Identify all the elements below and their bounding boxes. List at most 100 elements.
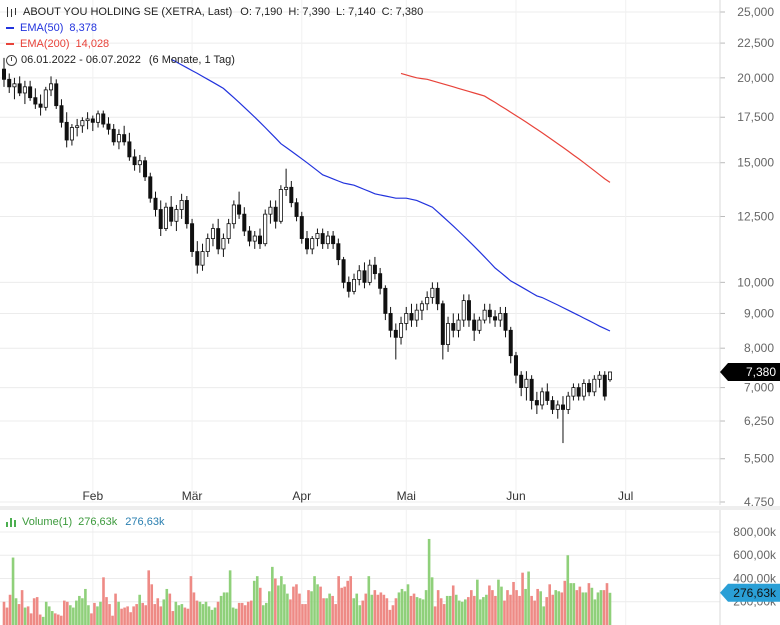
ohlc-close-label: C: <box>381 6 393 18</box>
ohlc-low-value: 7,140 <box>348 6 376 18</box>
candle-body <box>54 83 59 107</box>
volume-bar <box>117 601 120 625</box>
candle-body <box>210 228 215 239</box>
volume-bar <box>460 601 464 625</box>
volume-bar <box>2 601 6 625</box>
candle-body <box>169 206 174 222</box>
candle-body <box>163 206 168 229</box>
candle-body <box>237 204 242 215</box>
volume-bar <box>304 604 307 625</box>
volume-bar <box>222 592 226 625</box>
candle-body <box>101 113 106 125</box>
volume-bar <box>44 601 48 625</box>
candle <box>362 262 367 289</box>
candle <box>111 124 116 146</box>
candle <box>90 115 95 132</box>
volume-bar <box>539 591 542 625</box>
candle <box>174 204 179 232</box>
volume-bar <box>56 614 60 625</box>
candle-body <box>106 123 111 130</box>
volume-bar <box>334 604 337 625</box>
candle-body <box>466 300 471 321</box>
candle-body <box>336 243 341 261</box>
candle-body <box>587 383 592 393</box>
candle-body <box>221 238 226 250</box>
volume-bar <box>394 598 398 625</box>
price-tick-label: 20,000 <box>737 71 774 85</box>
clock-icon <box>6 54 17 66</box>
volume-bar <box>554 590 558 625</box>
candle <box>299 211 304 244</box>
month-tick-label: Mär <box>182 489 203 503</box>
candle-body <box>461 300 466 321</box>
volume-bar <box>32 598 36 625</box>
candle <box>513 351 518 384</box>
volume-bar <box>509 594 512 625</box>
candle-body <box>96 113 101 123</box>
volume-bar <box>328 593 331 625</box>
candle <box>226 218 231 244</box>
candle-body <box>49 83 54 91</box>
volume-bar <box>78 595 81 625</box>
volume-bar <box>488 585 491 625</box>
volume-bar <box>325 598 328 625</box>
candle <box>184 195 189 229</box>
candle <box>54 79 59 109</box>
volume-bar <box>41 616 45 625</box>
price-grid <box>0 0 720 625</box>
volume-bar <box>298 593 301 625</box>
ohlc-open-label: O: <box>240 6 252 18</box>
candle <box>602 371 607 401</box>
pane-separator[interactable] <box>0 506 780 510</box>
ema50-line <box>170 58 611 332</box>
candle-body <box>540 391 545 406</box>
candle <box>22 80 27 105</box>
candle-body <box>576 387 581 397</box>
volume-bar <box>277 585 280 625</box>
legend-ema200[interactable]: EMA(200) 14,028 <box>6 38 109 50</box>
volume-bar <box>186 608 190 625</box>
candle-body <box>393 329 398 338</box>
candle-body <box>278 189 283 222</box>
month-tick-label: Jul <box>618 489 633 503</box>
candle-body <box>482 309 487 321</box>
candle <box>357 265 362 286</box>
price-tick-label: 4,750 <box>744 495 774 509</box>
volume-bar <box>201 604 205 625</box>
candle-body <box>299 216 304 239</box>
candle <box>75 118 80 137</box>
volume-bar <box>156 598 160 625</box>
candle <box>487 303 492 324</box>
ema200-line <box>400 72 611 183</box>
candle-body <box>2 68 7 80</box>
candle-body <box>566 395 571 410</box>
legend-ema50[interactable]: EMA(50) 8,378 <box>6 22 97 34</box>
candle <box>576 383 581 401</box>
volume-bar <box>111 615 114 625</box>
price-tick-label: 10,000 <box>737 275 774 289</box>
volume-bar <box>427 538 431 625</box>
volume-bar <box>548 584 552 625</box>
ema200-path <box>400 72 611 183</box>
candle-body <box>550 400 555 410</box>
price-tick-label: 9,000 <box>744 306 774 320</box>
volume-bar <box>90 613 93 625</box>
volume-bar <box>35 597 39 625</box>
volume-bar <box>26 606 30 625</box>
candle-body <box>519 374 524 388</box>
candle <box>210 223 215 247</box>
volume-bar <box>114 593 117 625</box>
volume-bar <box>439 598 443 625</box>
ohlc-open-value: 7,190 <box>254 6 283 18</box>
volume-bar <box>313 576 316 625</box>
candle <box>163 202 168 232</box>
volume-bar <box>436 590 440 625</box>
candle-body <box>419 303 424 311</box>
volume-bar <box>105 597 108 625</box>
volume-tick-label: 600,00k <box>733 548 777 562</box>
candle <box>399 316 404 345</box>
candle-body <box>331 235 336 245</box>
volume-bar <box>268 591 271 625</box>
volume-bar <box>17 604 21 625</box>
volume-bar <box>533 600 536 625</box>
